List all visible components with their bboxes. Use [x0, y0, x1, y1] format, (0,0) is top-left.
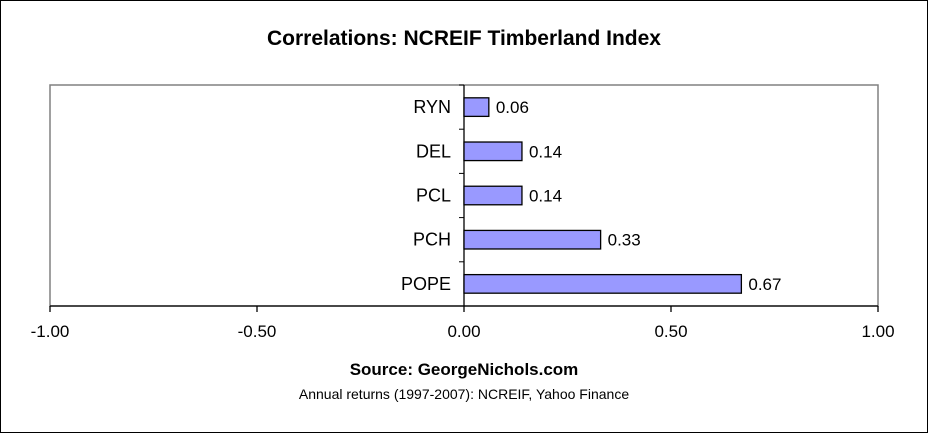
- x-tick-label: 0.00: [447, 322, 480, 341]
- x-tick-label: 1.00: [861, 322, 894, 341]
- bar-del: [463, 141, 523, 162]
- bar-pcl: [463, 185, 523, 206]
- category-label: DEL: [416, 141, 451, 161]
- chart-title: Correlations: NCREIF Timberland Index: [267, 27, 661, 50]
- bar-pope: [463, 273, 743, 294]
- bars: RYN 0.06 DEL 0.14 PCL 0.14 PCH 0.33 POPE 0.67: [401, 97, 782, 294]
- category-label: PCH: [413, 230, 451, 250]
- x-tick-label: -0.50: [238, 322, 277, 341]
- data-note: Annual returns (1997-2007): NCREIF, Yaho…: [299, 386, 629, 402]
- data-label: 0.14: [529, 187, 562, 206]
- source-note: Source: GeorgeNichols.com: [350, 360, 579, 379]
- data-label: 0.33: [608, 231, 641, 250]
- bar-ryn: [463, 97, 490, 118]
- data-label: 0.06: [496, 98, 529, 117]
- category-label: PCL: [416, 186, 451, 206]
- category-label: RYN: [413, 97, 451, 117]
- category-label: POPE: [401, 274, 451, 294]
- data-label: 0.14: [529, 142, 562, 161]
- x-tick-label: -1.00: [31, 322, 70, 341]
- bar-pch: [463, 229, 602, 250]
- x-tick-label: 0.50: [654, 322, 687, 341]
- data-label: 0.67: [748, 275, 781, 294]
